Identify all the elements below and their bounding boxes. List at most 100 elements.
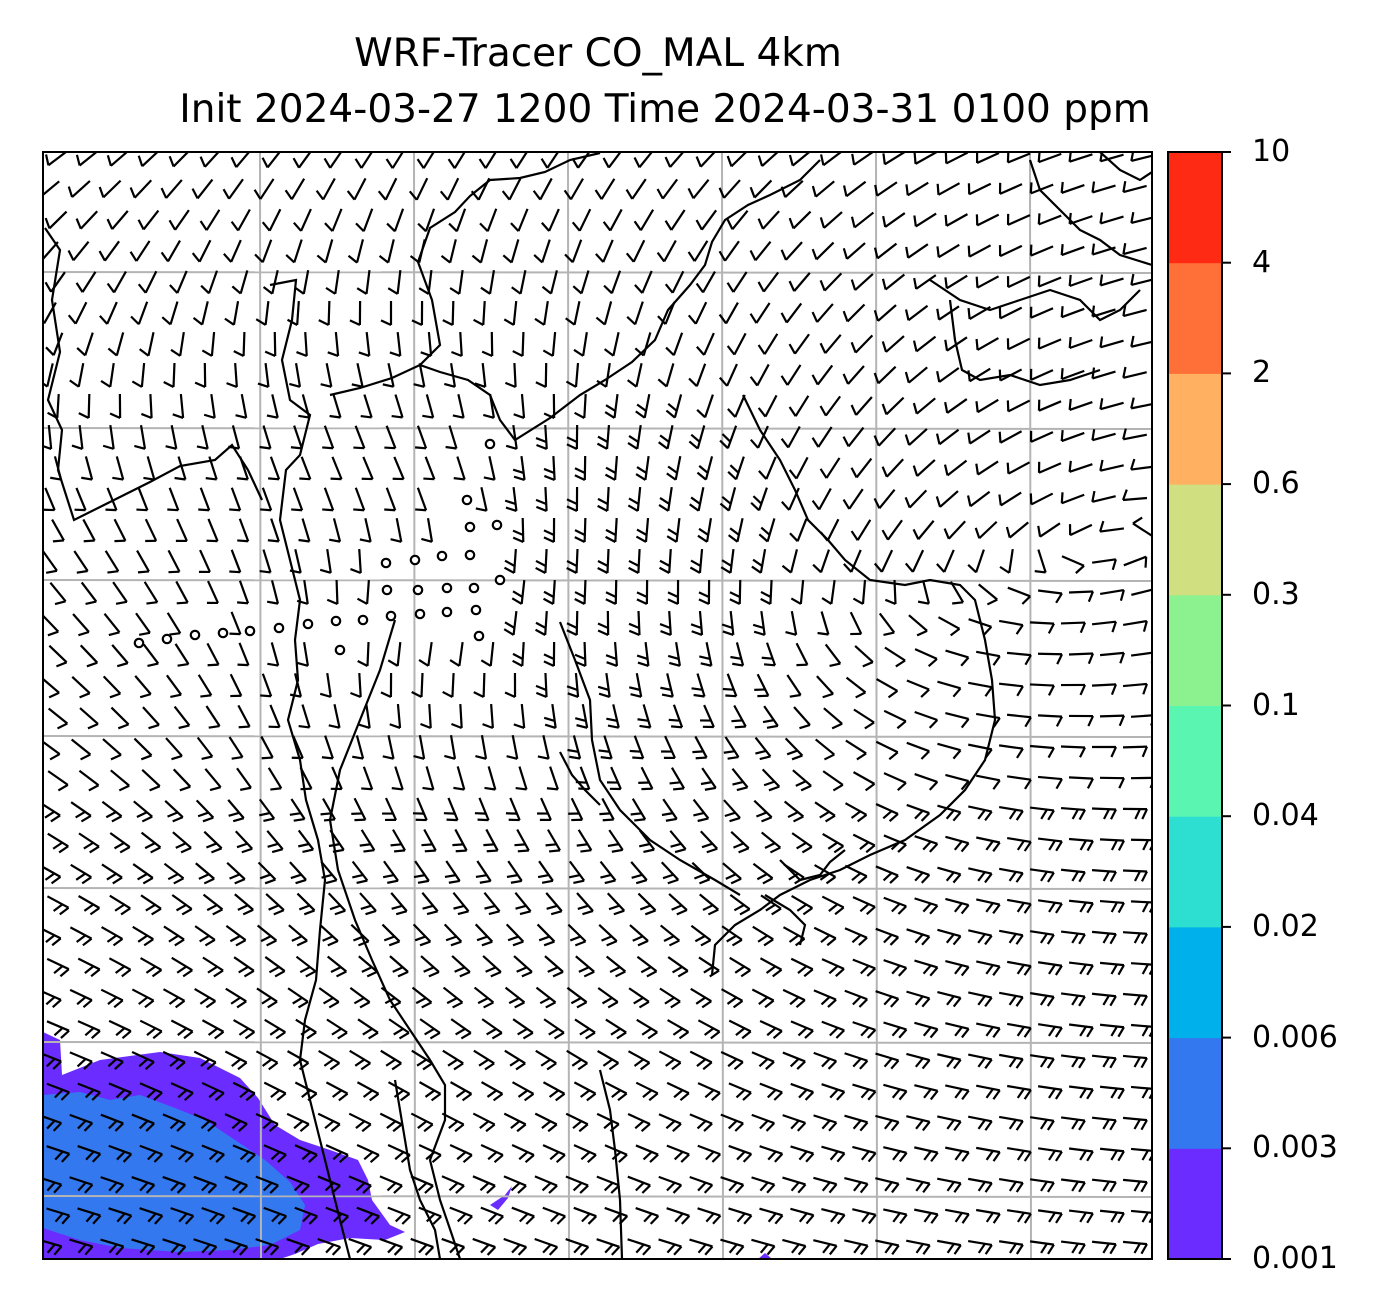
wind-barb — [564, 239, 583, 264]
wind-barb — [1130, 335, 1152, 348]
wind-barb — [788, 395, 810, 417]
wind-barb — [545, 829, 561, 853]
wind-barb — [69, 926, 93, 947]
wind-barb — [1006, 1209, 1032, 1224]
wind-barb — [998, 182, 1023, 195]
wind-barb — [511, 1081, 535, 1102]
wind-barb — [875, 1239, 900, 1255]
wind-barb — [289, 861, 307, 885]
wind-barb — [82, 518, 96, 543]
wind-barb — [757, 333, 779, 355]
wind-barb — [635, 1206, 660, 1225]
wind-barb — [511, 1144, 535, 1164]
wind-barb — [718, 240, 740, 262]
wind-barb — [50, 456, 63, 481]
wind-barb — [294, 1144, 318, 1163]
wind-barb — [203, 393, 216, 419]
wind-barb — [780, 425, 801, 449]
wind-barb — [482, 703, 494, 729]
wind-barb — [233, 1019, 256, 1040]
wind-barb — [821, 1207, 846, 1225]
wind-barb — [167, 487, 180, 512]
wind-barb — [811, 487, 832, 511]
wind-barb — [43, 1115, 63, 1132]
parallel-line — [43, 1041, 1152, 1044]
wind-barb — [1122, 1240, 1148, 1255]
wind-barb — [635, 1081, 659, 1102]
wind-barb — [224, 300, 240, 326]
wind-barb — [1029, 868, 1055, 883]
wind-barb — [751, 1051, 775, 1070]
wind-barb — [411, 986, 433, 1009]
wind-barb — [291, 487, 304, 512]
wind-barb — [171, 894, 193, 916]
wind-barb — [352, 735, 365, 760]
wind-barb — [474, 923, 494, 947]
wind-barb — [627, 1175, 651, 1194]
wind-barb — [205, 705, 221, 729]
wind-barb — [134, 424, 147, 450]
wind-barb — [415, 425, 428, 450]
wind-barb — [294, 269, 310, 295]
wind-barb — [78, 832, 100, 854]
wind-barb — [998, 619, 1024, 635]
wind-barb — [483, 891, 501, 916]
wind-barb — [1029, 806, 1055, 821]
wind-barb — [504, 362, 517, 389]
parallel-line — [43, 1195, 1152, 1198]
wind-barb — [451, 331, 463, 358]
wind-barb — [937, 1177, 962, 1193]
wind-barb — [998, 1240, 1024, 1255]
calm-wind-markers — [133, 438, 506, 656]
wind-barb — [233, 956, 255, 978]
wind-barb — [449, 269, 464, 295]
wind-barb — [659, 924, 681, 947]
wind-barb — [1068, 652, 1095, 665]
wind-barb — [906, 1239, 931, 1255]
wind-barb — [842, 426, 865, 448]
wind-barb — [46, 1145, 71, 1163]
wind-barb — [380, 1049, 402, 1071]
wind-barb — [729, 956, 751, 978]
wind-barb — [968, 867, 993, 884]
wind-barb — [317, 1112, 341, 1133]
wind-barb — [597, 672, 611, 698]
wind-barb — [575, 766, 591, 791]
wind-barb — [998, 682, 1024, 697]
wind-barb — [667, 956, 689, 978]
wind-barb — [906, 1052, 931, 1070]
wind-barb — [850, 273, 874, 291]
wind-barb — [906, 1177, 931, 1194]
calm-marker — [189, 629, 201, 641]
wind-barb — [1029, 992, 1055, 1007]
wind-barb — [811, 241, 835, 261]
wind-barb — [78, 393, 91, 419]
wind-barb — [720, 1050, 744, 1071]
wind-barb — [1122, 1116, 1148, 1131]
wind-barb — [1006, 337, 1031, 351]
wind-barb — [638, 829, 656, 854]
wind-barb — [194, 988, 216, 1009]
wind-barb — [165, 425, 178, 450]
wind-barb — [268, 456, 281, 481]
calm-marker — [470, 604, 482, 616]
wind-barb — [884, 579, 897, 606]
wind-barb — [574, 641, 587, 668]
wind-barb — [452, 394, 465, 419]
wind-barb — [387, 1081, 411, 1102]
wind-barb — [515, 766, 528, 791]
calm-marker — [441, 606, 453, 618]
wind-barb — [174, 456, 187, 481]
wind-barb — [727, 394, 746, 418]
wind-barb — [666, 1207, 691, 1225]
colorbar-tick-label: 2 — [1252, 355, 1272, 391]
wind-barb — [1091, 745, 1117, 758]
wind-barb — [260, 487, 273, 512]
wind-barb — [232, 1144, 256, 1163]
wind-barb — [1037, 837, 1063, 852]
wind-barb — [762, 705, 779, 729]
wind-barb — [46, 1020, 70, 1039]
wind-barb — [350, 672, 362, 699]
wind-barb — [101, 800, 123, 823]
